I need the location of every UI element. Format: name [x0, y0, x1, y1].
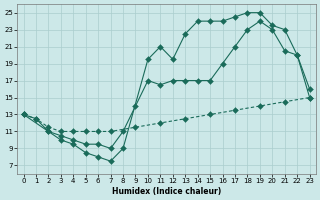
- X-axis label: Humidex (Indice chaleur): Humidex (Indice chaleur): [112, 187, 221, 196]
